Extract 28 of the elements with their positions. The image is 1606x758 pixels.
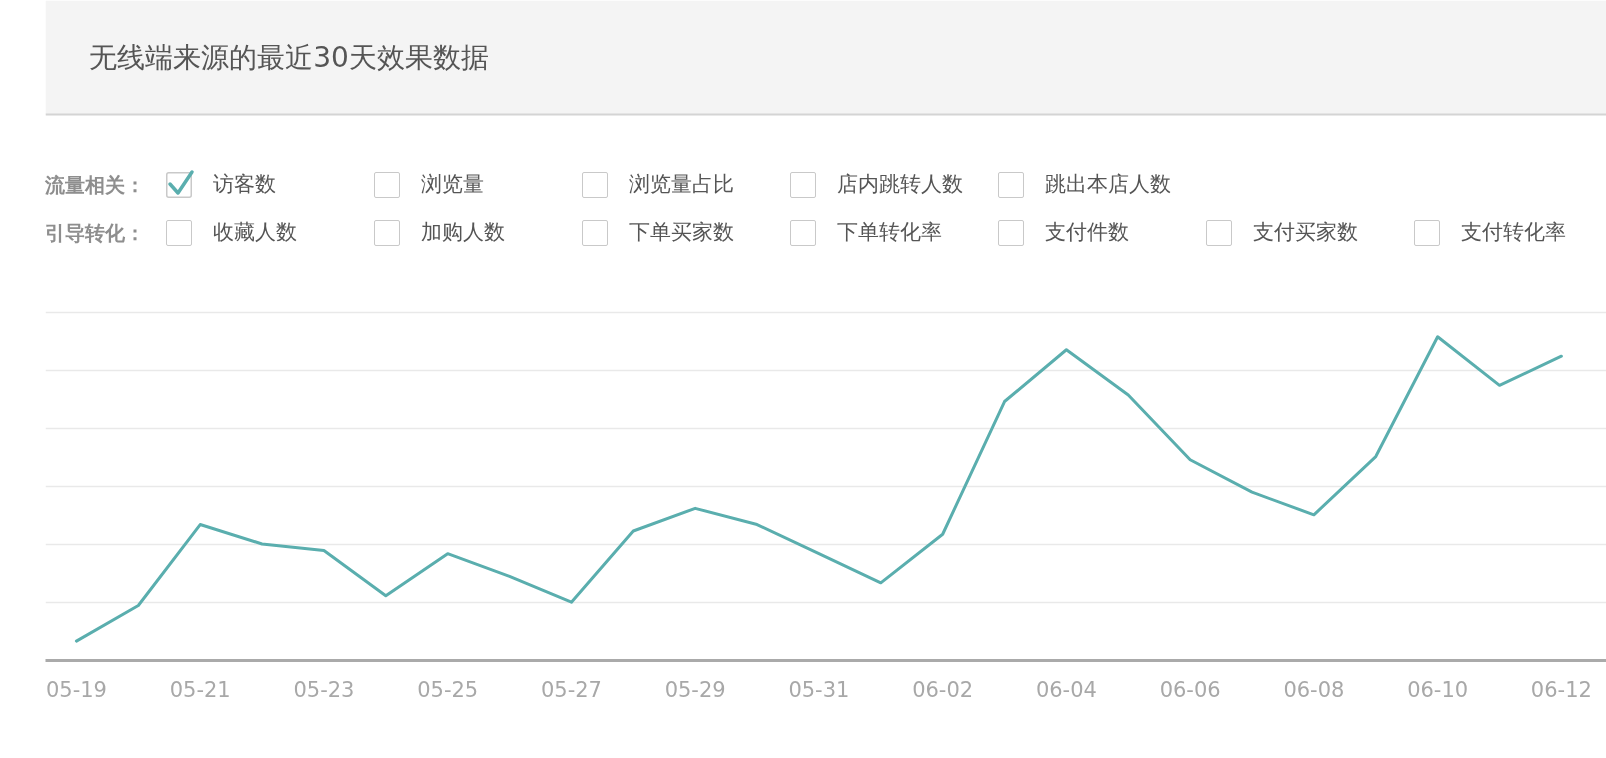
x-tick-label: 06-12 bbox=[1530, 677, 1592, 702]
x-tick-label: 06-02 bbox=[912, 677, 974, 702]
x-tick-label: 05-29 bbox=[664, 677, 726, 702]
x-tick-label: 05-25 bbox=[417, 677, 479, 702]
text: 浏览量占比 bbox=[629, 172, 734, 198]
x-tick-label: 05-19 bbox=[45, 677, 107, 702]
text: 流量相关： bbox=[45, 173, 145, 197]
text: 支付转化率 bbox=[1461, 220, 1566, 246]
x-tick-label: 06-08 bbox=[1283, 677, 1345, 702]
text: 店内跳转人数 bbox=[837, 172, 963, 198]
legend-label: 访客数 bbox=[213, 172, 276, 198]
text: 引导转化： bbox=[45, 221, 145, 245]
x-tick-label: 05-27 bbox=[540, 677, 602, 702]
text: 支付买家数 bbox=[1253, 220, 1358, 246]
text: 加购人数 bbox=[421, 220, 505, 246]
x-tick-label: 06-10 bbox=[1407, 677, 1469, 702]
x-tick-label: 05-21 bbox=[169, 677, 231, 702]
text: 收藏人数 bbox=[213, 220, 297, 246]
text: 下单买家数 bbox=[629, 220, 734, 246]
x-tick-label: 05-23 bbox=[293, 677, 355, 702]
text: 浏览量 bbox=[421, 172, 484, 198]
text: 支付件数 bbox=[1045, 220, 1129, 246]
x-tick-label: 05-31 bbox=[788, 677, 850, 702]
chart-title: 无线端来源的最近30天效果数据 bbox=[89, 41, 489, 74]
text: 跳出本店人数 bbox=[1045, 172, 1171, 198]
text: 下单转化率 bbox=[837, 220, 942, 246]
x-tick-label: 06-04 bbox=[1035, 677, 1097, 702]
x-tick-label: 06-06 bbox=[1159, 677, 1221, 702]
